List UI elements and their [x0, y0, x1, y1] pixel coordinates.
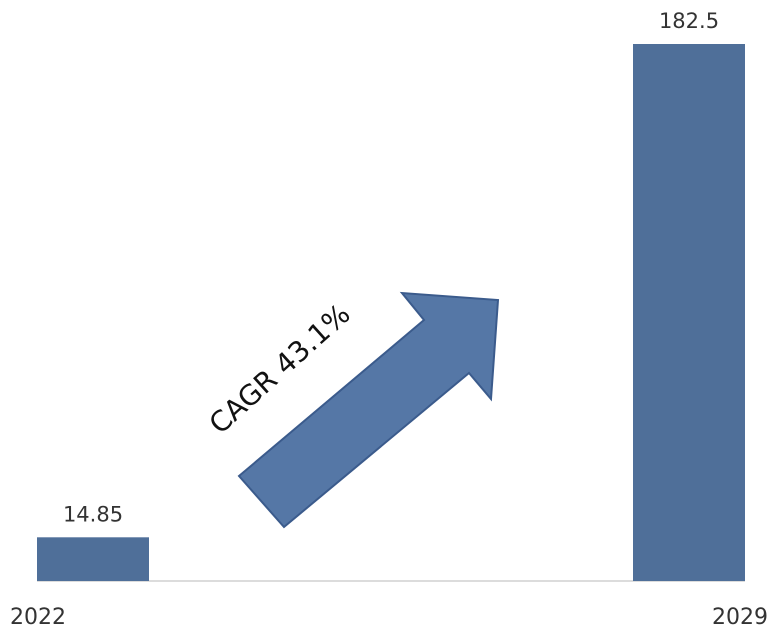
cagr-arrow — [237, 291, 500, 529]
cagr-annotation: CAGR 43.1% — [203, 291, 500, 529]
bar-2022 — [37, 537, 149, 581]
category-label-2029: 2029 — [712, 605, 768, 627]
value-label-2022: 14.85 — [63, 502, 123, 526]
bar-2029 — [633, 44, 745, 581]
value-label-2029: 182.5 — [659, 9, 719, 33]
category-label-2022: 2022 — [10, 605, 66, 627]
